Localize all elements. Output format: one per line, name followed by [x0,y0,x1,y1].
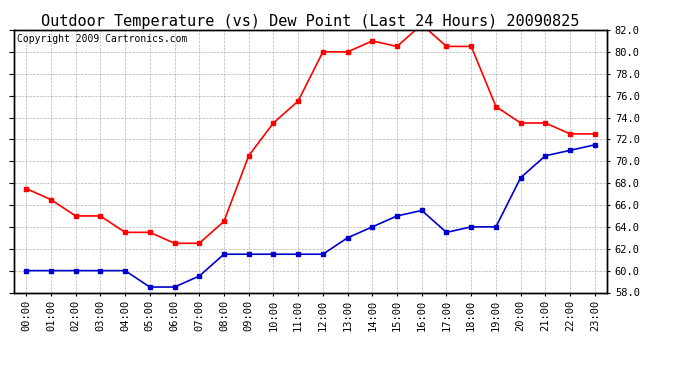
Text: Copyright 2009 Cartronics.com: Copyright 2009 Cartronics.com [17,34,187,44]
Title: Outdoor Temperature (vs) Dew Point (Last 24 Hours) 20090825: Outdoor Temperature (vs) Dew Point (Last… [41,14,580,29]
